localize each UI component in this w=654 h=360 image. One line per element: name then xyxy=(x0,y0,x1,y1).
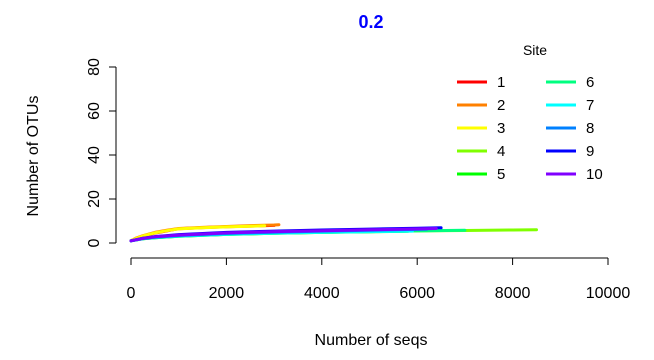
legend-title: Site xyxy=(523,42,547,58)
y-tick-label: 80 xyxy=(86,58,103,76)
legend-label-3: 3 xyxy=(497,120,505,137)
x-tick-label: 10000 xyxy=(586,285,631,302)
x-tick-label: 8000 xyxy=(495,285,531,302)
legend-label-8: 8 xyxy=(586,120,594,137)
y-tick-label: 20 xyxy=(86,190,103,208)
y-tick-label: 60 xyxy=(86,102,103,120)
x-tick-label: 0 xyxy=(127,285,136,302)
y-tick-label: 0 xyxy=(86,238,103,247)
legend: Site 1 2 3 4 5 6 7 8 9 10 xyxy=(457,42,603,183)
legend-label-9: 9 xyxy=(586,143,594,160)
legend-label-7: 7 xyxy=(586,97,594,114)
legend-label-5: 5 xyxy=(497,166,505,183)
legend-label-2: 2 xyxy=(497,97,505,114)
x-tick-label: 6000 xyxy=(399,285,435,302)
legend-label-10: 10 xyxy=(586,166,603,183)
x-axis-label: Number of seqs xyxy=(315,332,428,349)
legend-label-6: 6 xyxy=(586,74,594,91)
chart-title: 0.2 xyxy=(358,12,383,32)
legend-label-1: 1 xyxy=(497,74,505,91)
y-tick-label: 40 xyxy=(86,146,103,164)
legend-label-4: 4 xyxy=(497,143,505,160)
y-axis-label: Number of OTUs xyxy=(25,96,42,217)
x-tick-label: 4000 xyxy=(304,285,340,302)
x-tick-label: 2000 xyxy=(209,285,245,302)
series-line-10 xyxy=(129,227,438,243)
axes: 0 2000 4000 6000 8000 10000 0 20 40 60 80 xyxy=(86,58,630,302)
series-line-3 xyxy=(129,224,267,243)
series-lines xyxy=(129,223,538,243)
